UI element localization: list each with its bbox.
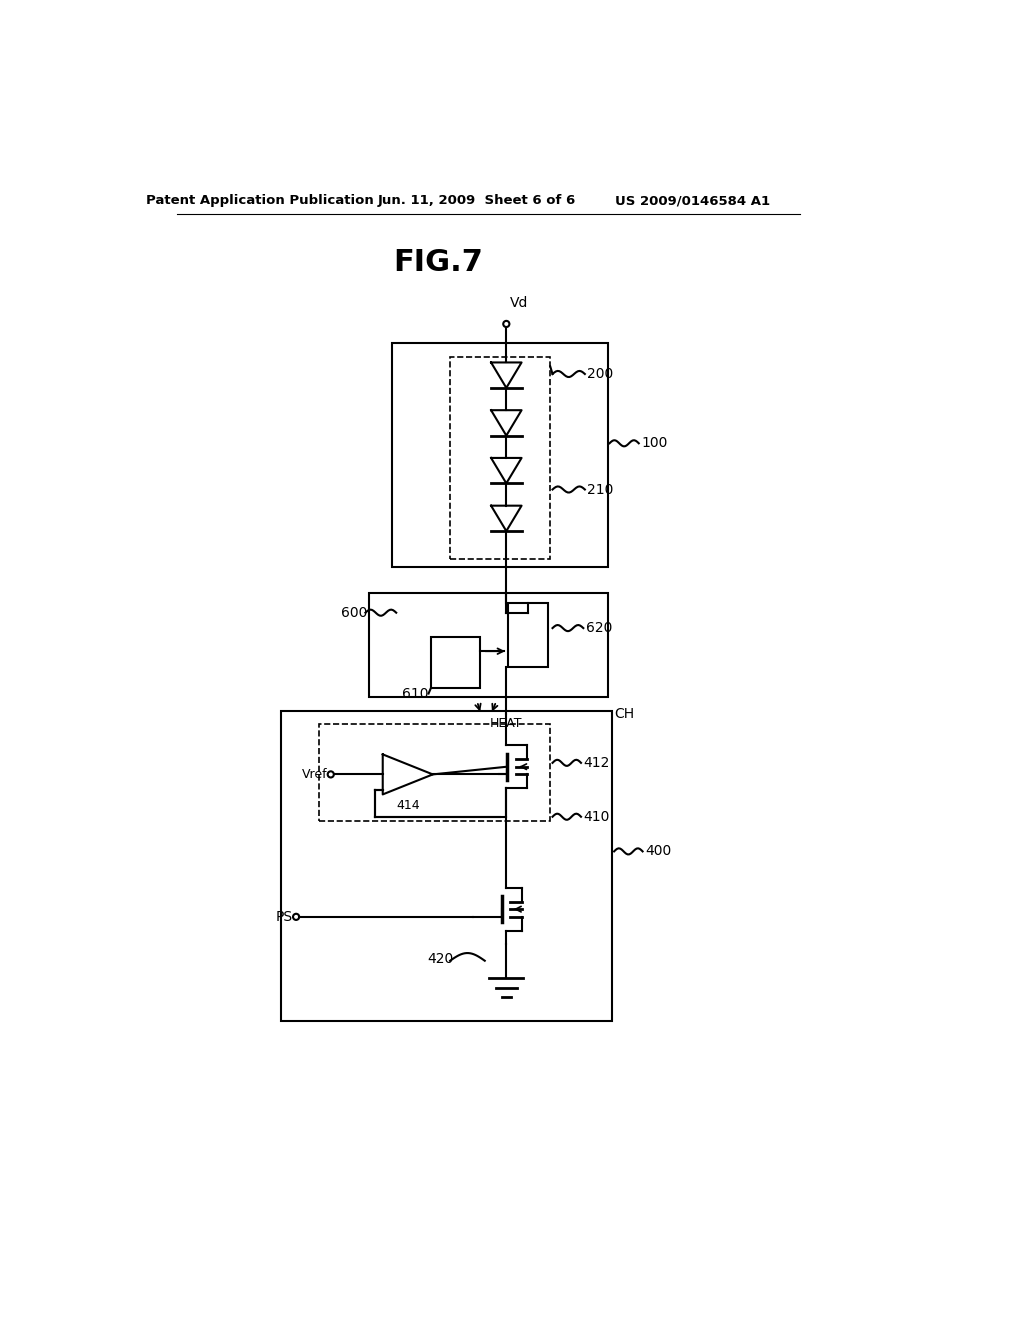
Text: 412: 412	[584, 756, 609, 770]
Polygon shape	[492, 363, 521, 388]
Polygon shape	[492, 411, 521, 436]
Text: HEAT: HEAT	[490, 718, 522, 730]
Bar	[431, 638, 480, 688]
Bar	[451, 358, 550, 558]
Text: Patent Application Publication: Patent Application Publication	[146, 194, 374, 207]
Text: 410: 410	[584, 809, 609, 824]
Text: 200: 200	[587, 367, 613, 381]
Text: 210: 210	[587, 483, 613, 496]
Text: 414: 414	[396, 799, 420, 812]
Text: FIG.7: FIG.7	[393, 248, 483, 277]
Bar	[508, 603, 548, 667]
Polygon shape	[492, 458, 521, 483]
Text: Jun. 11, 2009  Sheet 6 of 6: Jun. 11, 2009 Sheet 6 of 6	[378, 194, 577, 207]
Text: 420: 420	[427, 952, 454, 966]
Bar	[392, 343, 608, 566]
Text: 400: 400	[645, 845, 671, 858]
Text: US 2009/0146584 A1: US 2009/0146584 A1	[615, 194, 770, 207]
Polygon shape	[492, 506, 521, 531]
Bar	[319, 725, 550, 821]
Bar	[370, 594, 608, 697]
Text: Vref: Vref	[302, 768, 328, 781]
Text: Vd: Vd	[510, 296, 528, 310]
Bar	[281, 711, 611, 1020]
Text: CH: CH	[614, 708, 634, 721]
Text: 620: 620	[586, 622, 612, 635]
Text: 600: 600	[341, 606, 368, 619]
Text: 100: 100	[641, 437, 668, 450]
Text: PS: PS	[275, 909, 293, 924]
Polygon shape	[383, 755, 433, 795]
Text: 610: 610	[402, 686, 429, 701]
